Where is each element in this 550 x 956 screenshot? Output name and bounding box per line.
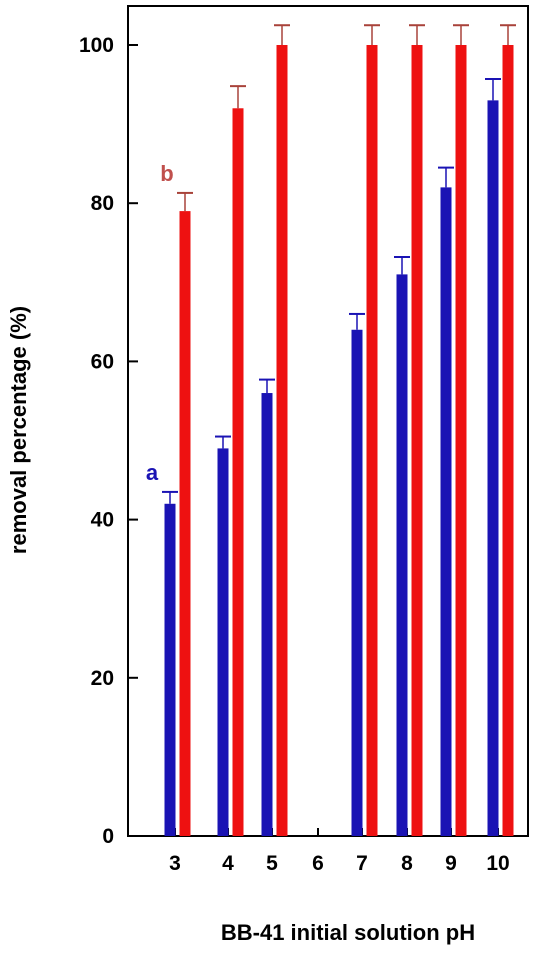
y-tick-label: 60	[91, 350, 114, 373]
x-tick-label: 9	[445, 852, 457, 875]
x-tick-label: 5	[266, 852, 278, 875]
x-tick-label: 6	[312, 852, 324, 875]
x-axis-title: BB-41 initial solution pH	[221, 920, 475, 945]
bar-series-b	[179, 211, 191, 837]
bar-series-b	[276, 45, 288, 836]
bar-series-b	[366, 45, 378, 836]
y-tick-label: 20	[91, 667, 114, 690]
x-tick-label: 4	[222, 852, 234, 875]
bar-series-b	[411, 45, 423, 836]
y-tick-label: 0	[102, 825, 114, 848]
y-axis: 0 20 40 60 80 100	[79, 34, 138, 848]
annotation-label: b	[160, 161, 173, 186]
bar-series-a	[261, 393, 273, 836]
bar-series-a	[164, 503, 176, 836]
y-tick-label: 40	[91, 509, 114, 532]
x-tick-label: 10	[486, 852, 509, 875]
bar-series-b	[502, 45, 514, 836]
plot-frame	[127, 5, 529, 837]
y-tick-label: 100	[79, 34, 114, 57]
y-axis-title: removal percentage (%)	[6, 306, 31, 554]
bar-series-a	[351, 329, 363, 836]
x-axis: 3 4 5 6 7 8 9 10	[169, 828, 510, 875]
x-tick-label: 7	[356, 852, 368, 875]
bar-series-b	[232, 108, 244, 836]
x-tick-label: 3	[169, 852, 181, 875]
annotations: ab	[146, 161, 174, 485]
bar-series-a	[440, 187, 452, 836]
bar-series-b	[455, 45, 467, 836]
bar-series-a	[487, 100, 499, 837]
bars	[162, 24, 516, 837]
y-tick-label: 80	[91, 192, 114, 215]
bar-series-a	[217, 448, 229, 836]
annotation-label: a	[146, 460, 159, 485]
x-tick-label: 8	[401, 852, 413, 875]
bar-series-a	[396, 274, 408, 836]
